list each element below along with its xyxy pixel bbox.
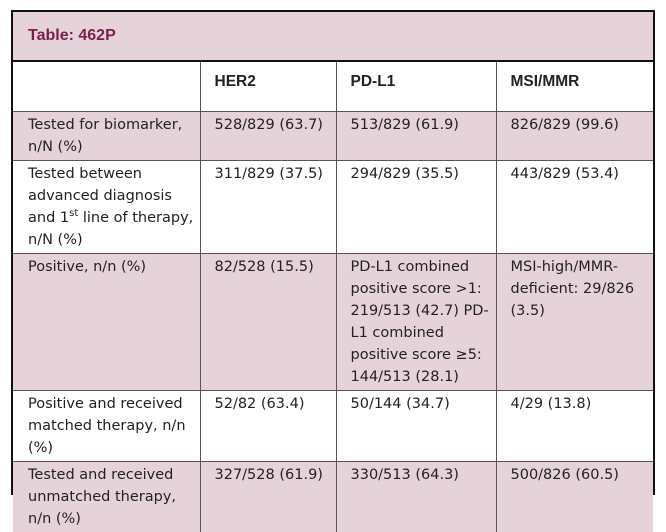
- header-cell-pdl1: PD-L1: [336, 62, 496, 112]
- biomarker-table: HER2 PD-L1 MSI/MMR Tested for biomarker,…: [13, 62, 653, 532]
- cell-msi-mmr: 500/826 (60.5): [496, 462, 653, 532]
- table-title-bar: Table: 462P: [13, 12, 653, 62]
- cell-pdl1: 330/513 (64.3): [336, 462, 496, 532]
- row-label: Tested and received unmatched therapy, n…: [13, 462, 200, 532]
- cell-pdl1: 50/144 (34.7): [336, 391, 496, 462]
- cell-msi-mmr: MSI-high/MMR-deficient: 29/826 (3.5): [496, 254, 653, 391]
- cell-her2: 311/829 (37.5): [200, 161, 336, 254]
- header-row: HER2 PD-L1 MSI/MMR: [13, 62, 653, 112]
- header-cell-empty: [13, 62, 200, 112]
- row-label: Tested for biomarker, n/N (%): [13, 112, 200, 161]
- header-cell-msi-mmr: MSI/MMR: [496, 62, 653, 112]
- cell-her2: 82/528 (15.5): [200, 254, 336, 391]
- cell-pdl1: 513/829 (61.9): [336, 112, 496, 161]
- cell-msi-mmr: 443/829 (53.4): [496, 161, 653, 254]
- cell-pdl1: PD-L1 combined positive score >1: 219/51…: [336, 254, 496, 391]
- table-row: Positive, n/n (%) 82/528 (15.5) PD-L1 co…: [13, 254, 653, 391]
- row-label: Positive and received matched therapy, n…: [13, 391, 200, 462]
- cell-msi-mmr: 4/29 (13.8): [496, 391, 653, 462]
- header-cell-her2: HER2: [200, 62, 336, 112]
- cell-pdl1: 294/829 (35.5): [336, 161, 496, 254]
- table-row: Tested and received unmatched therapy, n…: [13, 462, 653, 532]
- row-label: Tested between advanced diagnosis and 1s…: [13, 161, 200, 254]
- table-row: Tested between advanced diagnosis and 1s…: [13, 161, 653, 254]
- row-label: Positive, n/n (%): [13, 254, 200, 391]
- table-row: Positive and received matched therapy, n…: [13, 391, 653, 462]
- cell-her2: 528/829 (63.7): [200, 112, 336, 161]
- cell-her2: 52/82 (63.4): [200, 391, 336, 462]
- table-row: Tested for biomarker, n/N (%) 528/829 (6…: [13, 112, 653, 161]
- table-title: Table: 462P: [28, 27, 116, 45]
- row-label-superscript: st: [69, 208, 78, 219]
- cell-her2: 327/528 (61.9): [200, 462, 336, 532]
- table-frame: Table: 462P HER2 PD-L1 MSI/MMR Tested fo…: [11, 10, 655, 495]
- cell-msi-mmr: 826/829 (99.6): [496, 112, 653, 161]
